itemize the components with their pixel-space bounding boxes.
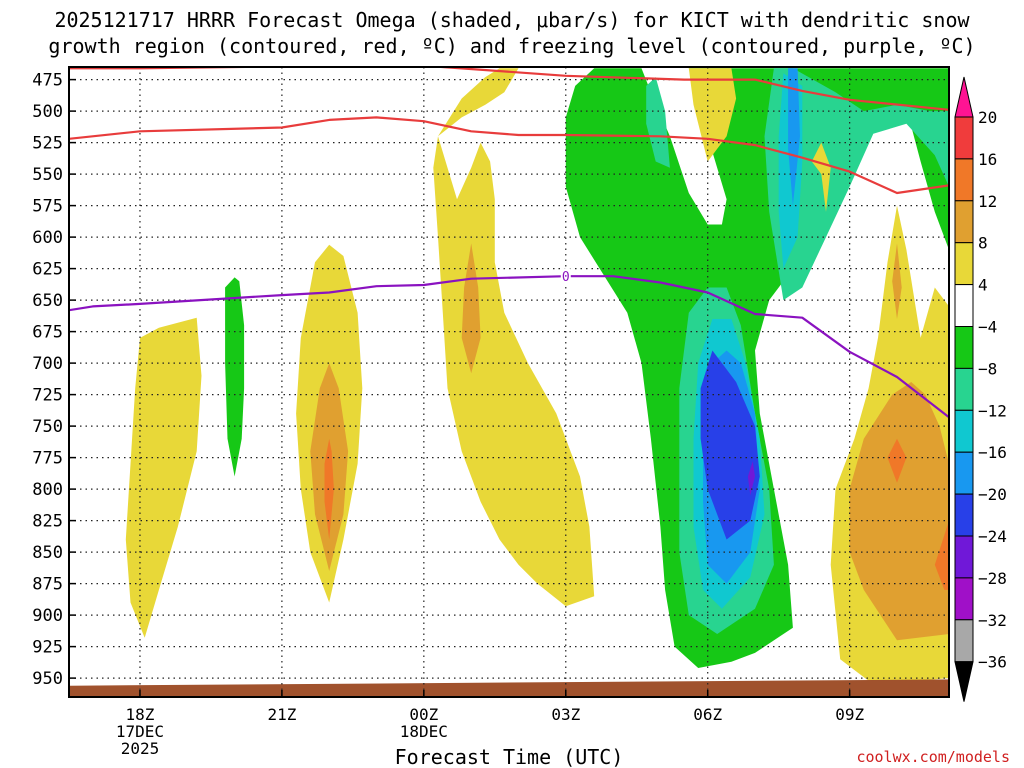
omega-region-descent-upper-8 xyxy=(646,77,670,168)
y-tick-label: 500 xyxy=(32,102,63,122)
x-tick-label: 18DEC xyxy=(400,722,448,741)
colorbar-swatch xyxy=(954,326,974,369)
chart-title-line2: growth region (contoured, red, ºC) and f… xyxy=(48,34,976,58)
freezing-level-label: 0 xyxy=(562,270,570,285)
y-tick-label: 550 xyxy=(32,165,63,185)
omega-region-ascent-e-core xyxy=(849,382,949,641)
colorbar-label: 20 xyxy=(978,108,997,127)
dgz-contour-lower xyxy=(69,116,949,195)
terrain-band xyxy=(69,679,949,697)
omega-region-ascent-c-core xyxy=(461,243,481,374)
omega-region-descent-upper-16 xyxy=(788,68,800,206)
y-tick-label: 900 xyxy=(32,606,63,626)
colorbar-swatch xyxy=(954,367,974,411)
x-tick-label: 21Z xyxy=(267,705,296,724)
omega-region-descent-thin xyxy=(225,277,245,477)
colorbar-label: −20 xyxy=(978,485,1007,504)
colorbar-bottom-arrow xyxy=(954,661,974,702)
colorbar: 20 16 12 8 4 −4 −8 −12 −16 −20 −24 −28 −32 −36 xyxy=(954,76,1007,702)
x-tick-label: 2025 xyxy=(121,739,160,758)
omega-region-ascent-a xyxy=(125,317,202,638)
omega-shading xyxy=(125,68,949,685)
y-tick-label: 750 xyxy=(32,417,63,437)
x-tick-label: 18Z xyxy=(126,705,155,724)
colorbar-label: −12 xyxy=(978,401,1007,420)
colorbar-swatch xyxy=(954,619,974,663)
colorbar-label: −32 xyxy=(978,611,1007,630)
y-tick-label: 775 xyxy=(32,449,63,469)
colorbar-label: −8 xyxy=(978,359,997,378)
colorbar-swatch xyxy=(954,116,974,160)
colorbar-swatch xyxy=(954,577,974,621)
colorbar-swatch xyxy=(954,451,974,495)
x-tick-label: 00Z xyxy=(409,705,438,724)
y-tick-label: 850 xyxy=(32,543,63,563)
colorbar-swatch xyxy=(954,200,974,244)
x-tick-label: 03Z xyxy=(551,705,580,724)
colorbar-top-arrow xyxy=(954,76,974,118)
colorbar-label: 16 xyxy=(978,150,997,169)
omega-region-ascent-e-max xyxy=(887,438,907,483)
omega-region-descent-main xyxy=(565,68,949,669)
omega-region-ascent-e-top xyxy=(892,243,902,319)
colorbar-label: −28 xyxy=(978,569,1007,588)
chart-title-line1: 2025121717 HRRR Forecast Omega (shaded, … xyxy=(54,8,970,32)
y-tick-label: 800 xyxy=(32,480,63,500)
omega-region-descent-right-8 xyxy=(764,68,949,301)
y-tick-label: 925 xyxy=(32,638,63,658)
y-tick-label: 650 xyxy=(32,291,63,311)
colorbar-swatch xyxy=(954,242,974,286)
colorbar-swatch xyxy=(954,158,974,202)
x-tick-label: 06Z xyxy=(693,705,722,724)
colorbar-label: 8 xyxy=(978,234,988,253)
y-tick-label: 825 xyxy=(32,512,63,532)
contours: 0 xyxy=(69,67,949,419)
colorbar-swatch xyxy=(954,284,974,328)
colorbar-swatch xyxy=(954,493,974,537)
omega-region-ascent-d xyxy=(811,142,831,212)
y-tick-label: 700 xyxy=(32,354,63,374)
colorbar-label: 4 xyxy=(978,276,988,295)
freezing-label-bg xyxy=(560,268,571,284)
y-tick-label: 600 xyxy=(32,228,63,248)
colorbar-swatch xyxy=(954,409,974,453)
colorbar-label: −36 xyxy=(978,653,1007,672)
colorbar-label: −16 xyxy=(978,443,1007,462)
site-credit: coolwx.com/models xyxy=(856,748,1010,766)
plot-frame xyxy=(68,66,950,698)
omega-region-ascent-b-max xyxy=(324,438,334,540)
omega-region-ascent-e-max2 xyxy=(934,520,949,590)
y-tick-label: 625 xyxy=(32,260,63,280)
y-tick-label: 950 xyxy=(32,669,63,689)
y-tick-label: 525 xyxy=(32,134,63,154)
colorbar-label: −24 xyxy=(978,527,1007,546)
x-axis-label: Forecast Time (UTC) xyxy=(395,745,624,768)
omega-region-descent-main-24 xyxy=(747,461,755,496)
omega-region-descent-main-20 xyxy=(700,350,760,540)
terrain-surface xyxy=(69,679,949,697)
gridlines xyxy=(69,67,949,697)
x-tick-label: 09Z xyxy=(835,705,864,724)
x-tick-label: 17DEC xyxy=(116,722,164,741)
y-tick-label: 725 xyxy=(32,386,63,406)
colorbar-label: 12 xyxy=(978,192,997,211)
dgz-contour-upper xyxy=(69,67,949,111)
colorbar-swatch xyxy=(954,535,974,579)
y-axis: 475 500 525 550 575 600 625 650 675 700 725 750 775 8… xyxy=(32,71,76,689)
omega-region-ascent-upper-yellow xyxy=(688,68,737,162)
omega-region-ascent-c xyxy=(433,68,595,607)
y-tick-label: 575 xyxy=(32,197,63,217)
y-tick-label: 475 xyxy=(32,71,63,91)
y-tick-label: 675 xyxy=(32,323,63,343)
y-tick-label: 875 xyxy=(32,575,63,595)
colorbar-label: −4 xyxy=(978,318,997,337)
